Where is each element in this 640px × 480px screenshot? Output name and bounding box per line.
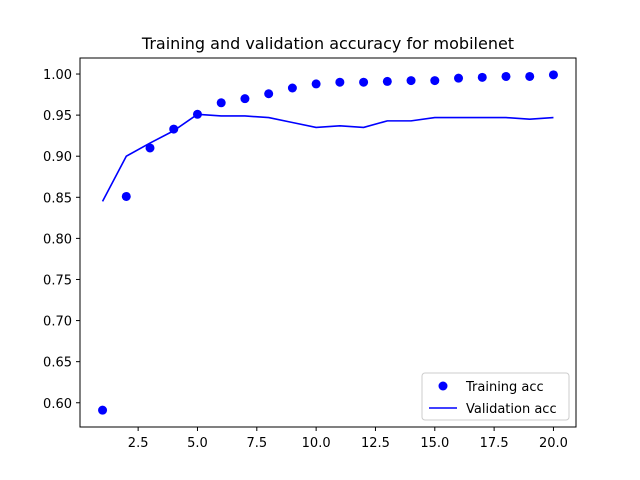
series-layer [98,70,558,415]
legend-label: Validation acc [466,402,557,417]
training-acc-point [287,83,297,93]
x-tick-label: 5.0 [187,436,208,451]
training-acc-point [121,191,131,201]
training-acc-point [501,71,511,81]
training-acc-point [216,98,226,108]
training-acc-point [335,77,345,87]
training-acc-point [359,77,369,87]
x-axis: 2.5 5.0 7.5 10.0 12.5 15.0 17.5 20.0 [128,427,568,451]
training-acc-point [145,143,155,153]
y-tick-label: 0.75 [43,273,72,288]
training-acc-point [477,72,487,82]
training-acc-point [525,71,535,81]
training-acc-point [311,79,321,89]
chart-title: Training and validation accuracy for mob… [141,34,514,53]
plot-frame [79,57,577,428]
training-acc-point [430,76,440,86]
x-tick-label: 7.5 [246,436,267,451]
x-tick-label: 12.5 [361,436,390,451]
y-axis: 0.60 0.65 0.70 0.75 0.80 0.85 0.90 0.95 1.00 [43,68,80,412]
training-acc-point [406,76,416,86]
training-acc-point [454,73,464,83]
y-tick-label: 0.65 [43,356,72,371]
legend-marker-swatch [438,381,448,391]
x-tick-label: 17.5 [480,436,509,451]
y-tick-label: 0.70 [43,315,72,330]
training-acc-point [240,94,250,104]
training-acc-point [548,70,558,80]
y-tick-label: 0.60 [43,397,72,412]
x-tick-label: 10.0 [302,436,331,451]
y-tick-label: 0.85 [43,191,72,206]
training-acc-point [264,89,274,99]
legend-box [421,372,570,421]
y-tick-label: 0.80 [43,232,72,247]
training-acc-point [382,76,392,86]
validation-acc-line [101,113,554,202]
legend: Training acc Validation acc [421,372,570,421]
y-tick-label: 1.00 [43,68,72,83]
x-tick-label: 15.0 [420,436,449,451]
training-acc-point [98,405,108,415]
y-tick-label: 0.90 [43,150,72,165]
y-tick-label: 0.95 [43,109,72,124]
x-tick-label: 2.5 [128,436,149,451]
legend-label: Training acc [465,380,544,395]
x-tick-label: 20.0 [539,436,568,451]
